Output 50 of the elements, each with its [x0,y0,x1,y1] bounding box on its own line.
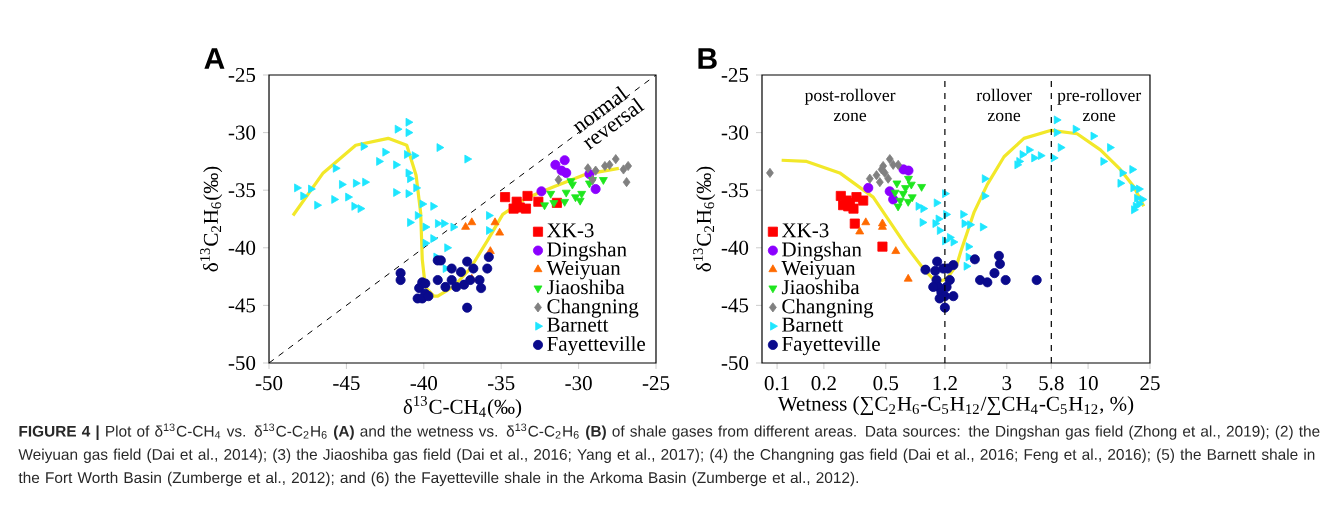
x-tick-label: 0.2 [811,376,836,391]
legend-label: Fayetteville [782,336,880,356]
y-tick-label: -35 [721,183,749,198]
y-tick-label: -30 [228,125,256,140]
legend-label: Dingshan [547,241,627,261]
x-tick-label: 0.1 [764,376,789,391]
legend-label: Weiyuan [781,260,856,280]
y-tick-label: -40 [228,240,256,255]
x-tick-label: 0.5 [873,376,899,391]
legend-label: Barnett [547,317,609,332]
x-tick-label: -45 [333,376,360,391]
x-axis-title: δ$^{13}$C-CH$_{4}$(‰) [403,395,522,419]
legend-label: Weiyuan [546,260,621,280]
x-tick-label: -50 [255,376,283,391]
y-tick-label: -25 [721,67,749,83]
annotation: post-rollover zone [804,88,896,122]
legend-label: Fayetteville [547,336,646,356]
chart-title: B [698,48,717,69]
y-tick-label: -50 [721,355,749,371]
annotation: pre-rollover zone [1057,88,1142,122]
x-tick-label: -30 [565,376,592,391]
y-tick-label: -30 [721,125,749,140]
y-tick-label: -45 [721,298,749,313]
y-axis-title: δ$^{13}$C$_{2}$H$_{6}$(‰) [693,166,716,272]
y-tick-label: -35 [228,183,256,198]
y-tick-label: -50 [228,355,256,371]
x-tick-label: 25 [1140,376,1160,391]
legend-label: Changning [782,298,874,318]
x-tick-label: -25 [642,376,670,391]
x-tick-label: 5.8 [1039,376,1064,391]
x-tick-label: -35 [487,376,515,391]
legend-label: Jiaoshiba [547,279,625,295]
legend-label: Changning [547,298,639,318]
annotation: rollover zone [976,88,1032,122]
legend-label: XK-3 [781,223,829,238]
text: FIGURE 4 | Plot of δ$^{13}$C-CH$_{4}$ vs. δ$^{13}$C-C$_{2}$H$_{6}$ (A) and the wetness vs. δ$^{13}$C-C$_{2}$H$_{6}$ (B) of shale gases from different areas. Data sources: the Dingshan gas field (Zhong et al., 2019); (2) the Weiyuan gas field (Dai et al., 2014); (3) the Jiaoshiba gas field (Dai et al., 2016; Yang et al., 2017); (4) the Changning gas field (Dai et al., 2016; Feng et al., 2016); (5) the Barnett shale in the Fort Worth Basin (Zumberge et al., 2012); and (6) the Fayetteville shale in the Arkoma Basin (Zumberge et al., 2012). [18,423,1320,487]
y-axis-title: δ$^{13}$C$_{2}$H$_{6}$(‰) [200,166,223,272]
x-tick-label: -40 [410,376,437,391]
y-tick-label: -45 [228,298,256,313]
text: Wetness (∑C$_{2}$H$_{6}$-C$_{5}$H$_{12}$/∑CH$_{4}$-C$_{5}$H$_{12}$, %) [777,396,1134,416]
y-tick-label: -40 [721,240,749,255]
x-tick-label: 1.2 [933,376,957,391]
legend-label: Barnett [782,317,844,332]
x-tick-label: 3 [1002,376,1012,391]
legend-label: XK-3 [547,223,594,238]
legend-label: Dingshan [782,241,862,261]
legend-label: Jiaoshiba [781,279,860,295]
chart-title: A [204,48,225,69]
x-tick-label: 10 [1079,376,1098,391]
y-tick-label: -25 [228,67,256,83]
